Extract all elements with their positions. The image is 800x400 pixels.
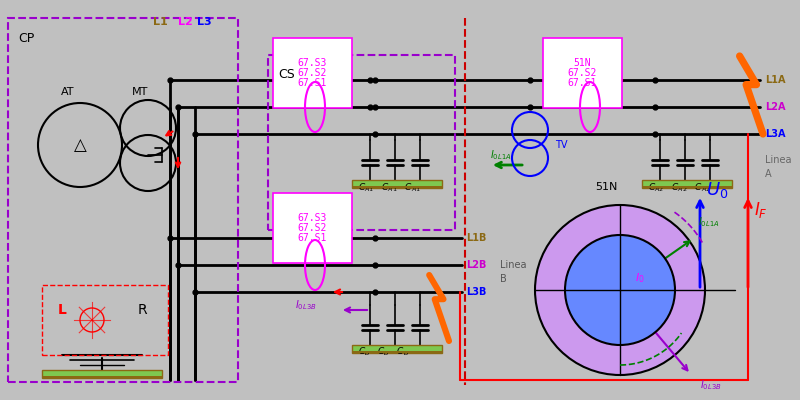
Text: $C_{A2}$   $C_{A2}$   $C_{A2}$: $C_{A2}$ $C_{A2}$ $C_{A2}$ xyxy=(648,181,711,194)
Text: L1A: L1A xyxy=(765,75,786,85)
Text: R: R xyxy=(138,303,148,317)
Text: TV: TV xyxy=(555,140,567,150)
Text: L2: L2 xyxy=(178,17,193,27)
Bar xyxy=(268,55,455,230)
Bar xyxy=(352,345,442,353)
Bar xyxy=(352,186,442,188)
Text: L1B: L1B xyxy=(466,233,486,243)
Text: $U_0$: $U_0$ xyxy=(706,180,728,200)
Text: 67.S2: 67.S2 xyxy=(298,68,327,78)
Bar xyxy=(352,180,442,188)
Text: $C_{B}$   $C_{B}$   $C_{B}$: $C_{B}$ $C_{B}$ $C_{B}$ xyxy=(358,346,409,358)
Text: 67.S2: 67.S2 xyxy=(298,223,327,233)
Text: Linea: Linea xyxy=(500,260,526,270)
Text: $I_{0L1A}$: $I_{0L1A}$ xyxy=(698,215,719,229)
Text: 51N: 51N xyxy=(595,182,618,192)
Text: MT: MT xyxy=(132,87,148,97)
Text: $I_{0L3B}$: $I_{0L3B}$ xyxy=(295,298,317,312)
Text: $I_F$: $I_F$ xyxy=(754,200,768,220)
Text: 67.S3: 67.S3 xyxy=(298,58,327,68)
Text: L: L xyxy=(58,303,67,317)
Bar xyxy=(642,180,732,188)
Text: B: B xyxy=(500,274,506,284)
Text: 67.S1: 67.S1 xyxy=(298,233,327,243)
Bar xyxy=(42,285,168,355)
Bar xyxy=(42,370,162,378)
Circle shape xyxy=(565,235,675,345)
Text: 67.S1: 67.S1 xyxy=(298,78,327,88)
Bar xyxy=(8,18,238,382)
Bar xyxy=(273,38,352,108)
Circle shape xyxy=(535,205,705,375)
Text: L1: L1 xyxy=(154,17,168,27)
Bar xyxy=(42,376,162,378)
Text: CP: CP xyxy=(18,32,34,45)
Bar xyxy=(273,193,352,263)
Text: $C_{A1}$   $C_{A1}$   $C_{A1}$: $C_{A1}$ $C_{A1}$ $C_{A1}$ xyxy=(358,181,421,194)
Text: 67.S1: 67.S1 xyxy=(568,78,597,88)
Text: $I_{0L3B}$: $I_{0L3B}$ xyxy=(700,378,722,392)
Bar xyxy=(642,186,732,188)
Text: 67.S3: 67.S3 xyxy=(298,213,327,223)
Text: L3: L3 xyxy=(197,17,212,27)
Text: AT: AT xyxy=(62,87,74,97)
Bar xyxy=(352,351,442,353)
Bar xyxy=(543,38,622,108)
Text: $I_0$: $I_0$ xyxy=(635,271,645,285)
Text: 51N: 51N xyxy=(574,58,591,68)
Text: △: △ xyxy=(74,136,86,154)
Text: CS: CS xyxy=(278,68,294,81)
Text: L3B: L3B xyxy=(466,287,486,297)
Text: $I_{0L1A}$: $I_{0L1A}$ xyxy=(490,148,511,162)
Text: L2B: L2B xyxy=(466,260,486,270)
Text: 67.S2: 67.S2 xyxy=(568,68,597,78)
Text: L3A: L3A xyxy=(765,129,786,139)
Text: A: A xyxy=(765,169,772,179)
Text: L2A: L2A xyxy=(765,102,786,112)
Text: Linea: Linea xyxy=(765,155,791,165)
